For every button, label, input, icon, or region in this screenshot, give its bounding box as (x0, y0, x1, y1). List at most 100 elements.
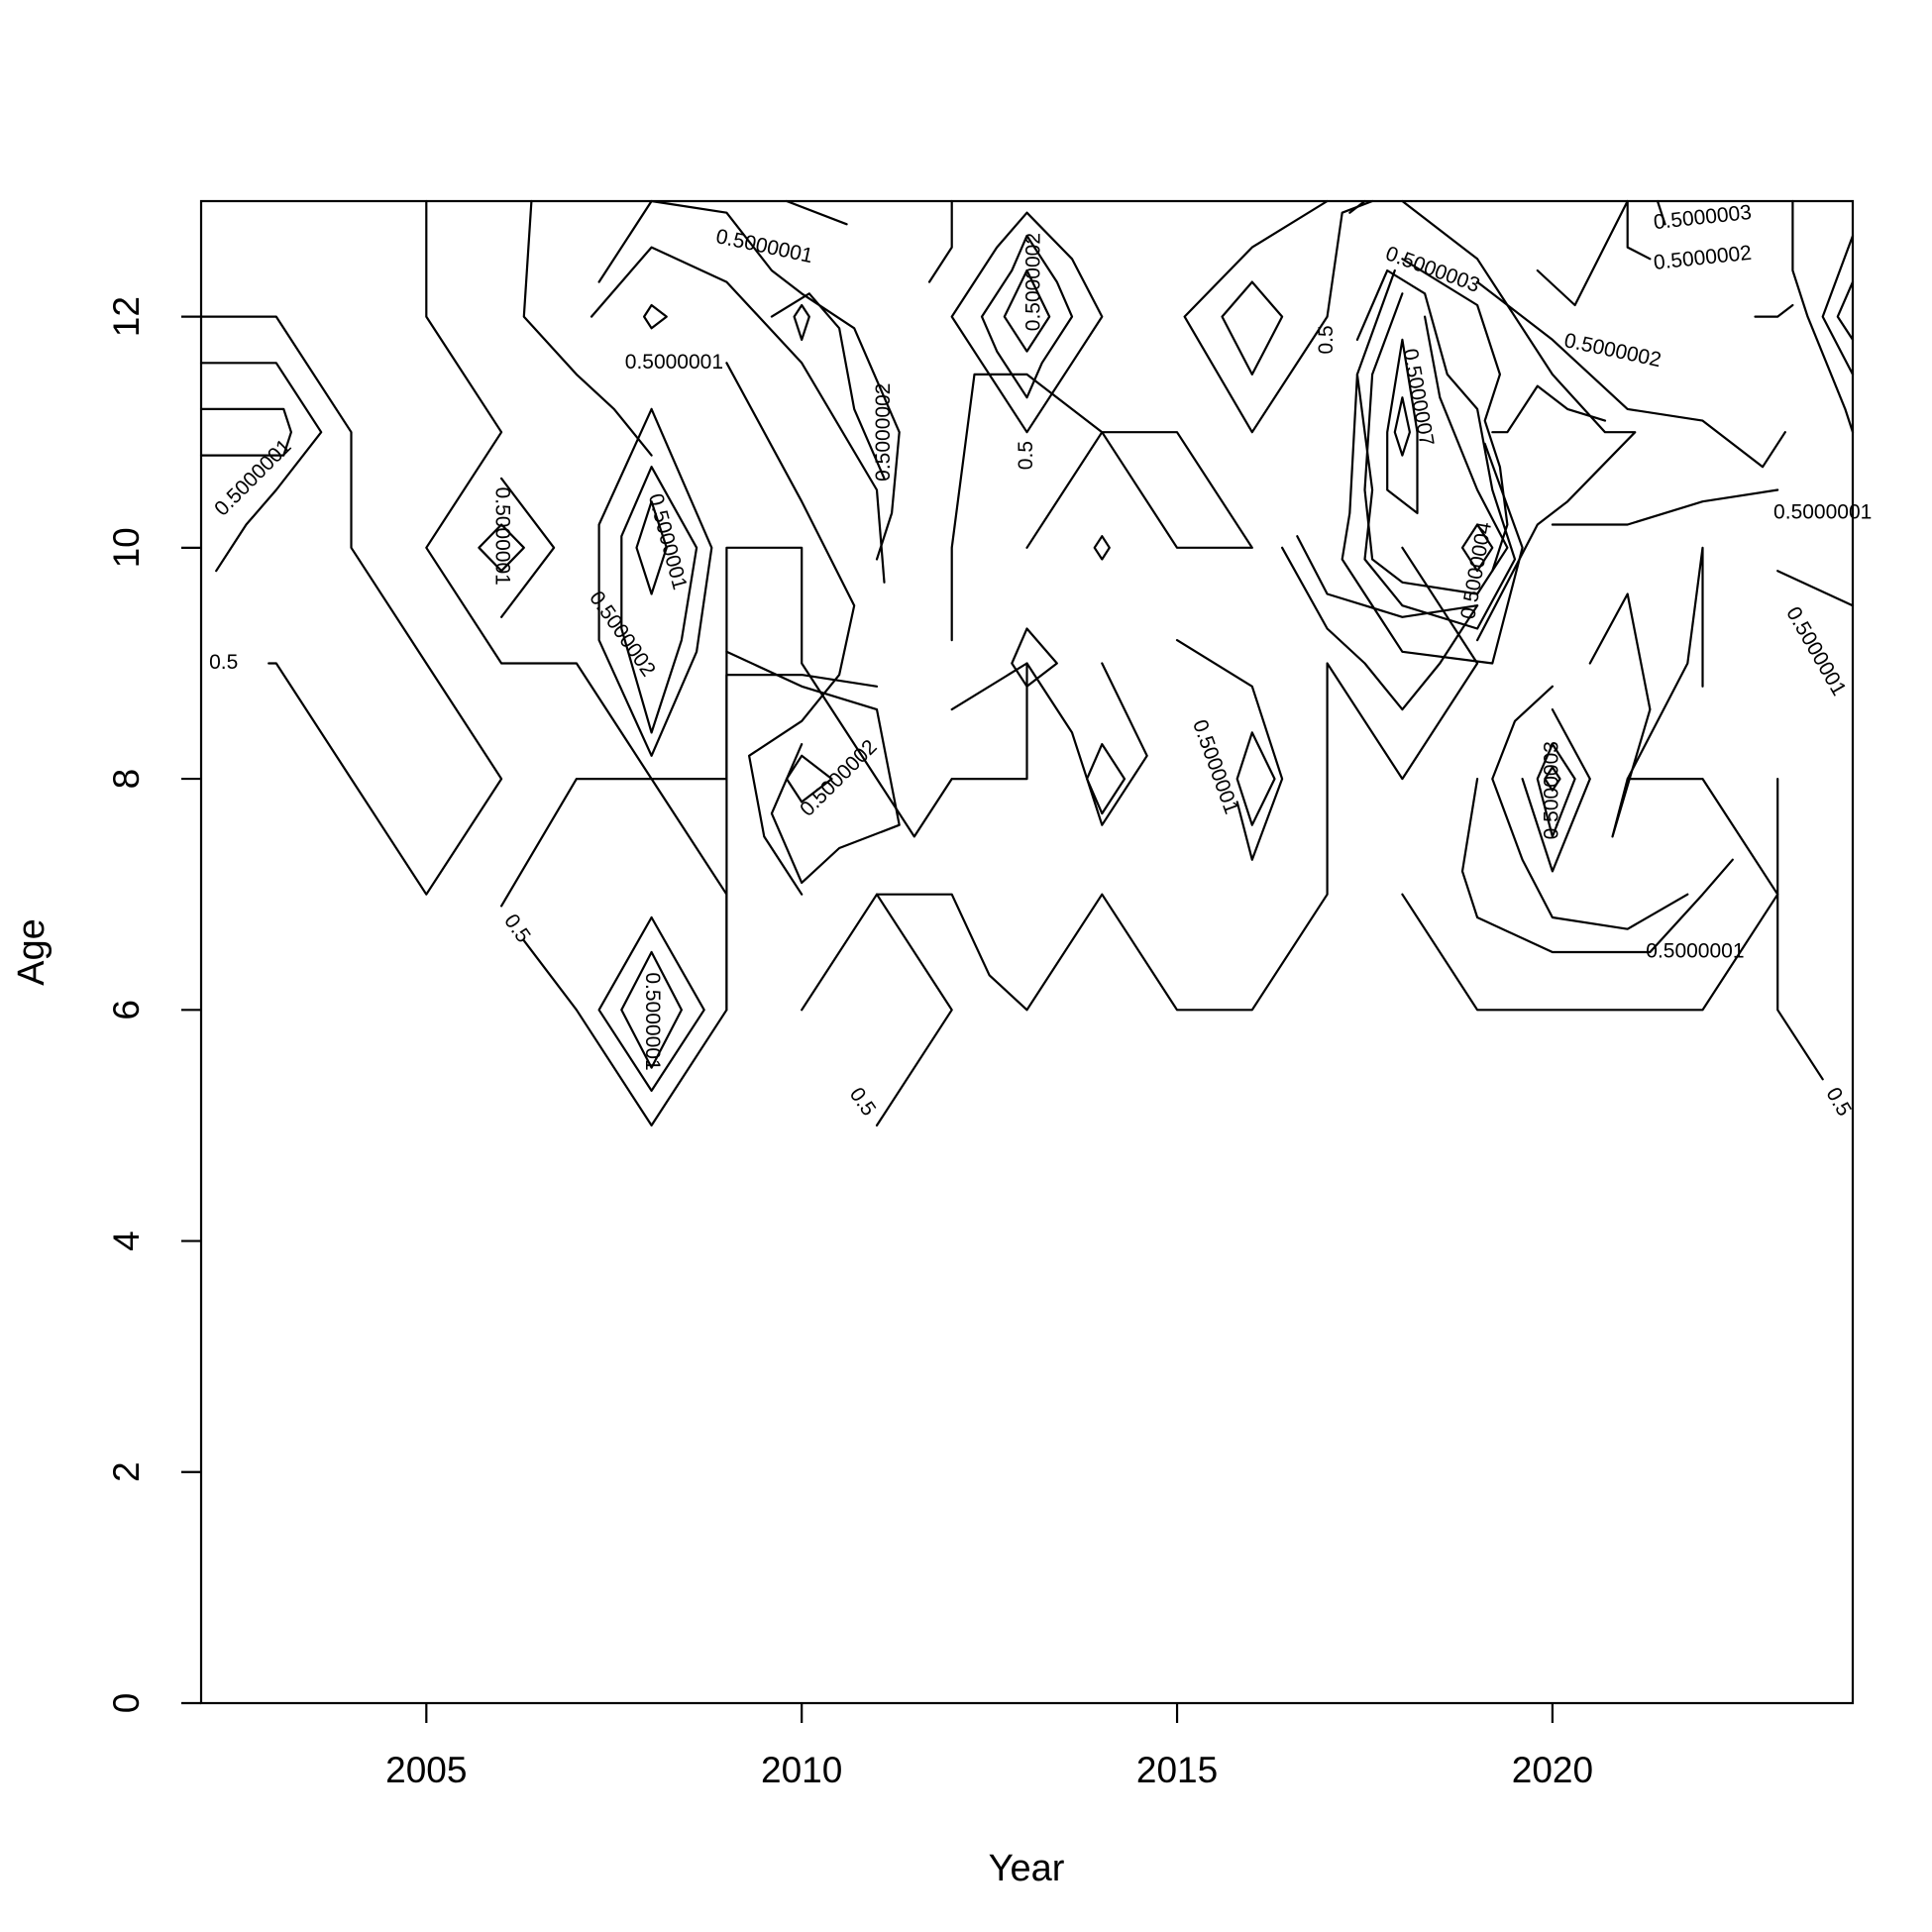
contour-label: 0.5000002 (1562, 329, 1664, 372)
contour-line (642, 303, 668, 330)
contour-line (1626, 199, 1652, 261)
contour-line (950, 211, 1104, 434)
plot-frame (199, 199, 1855, 1705)
contour-line (1093, 535, 1111, 561)
contour-line (1011, 627, 1058, 688)
contour-label: 0.5 (1821, 1084, 1856, 1121)
y-axis-title: Age (11, 918, 53, 986)
contour-label: 0.5000001 (641, 972, 664, 1070)
contour-line (1544, 766, 1561, 792)
contour-label: 0.5000001 (491, 487, 514, 586)
contour-line (1536, 199, 1629, 307)
contour-label: 0.5000002 (872, 383, 895, 482)
contour-line (199, 315, 503, 896)
contour-label: 0.5000002 (1653, 242, 1753, 274)
contour-line (950, 373, 1253, 642)
contour-line (1460, 523, 1494, 573)
contour-label: 0.5000001 (625, 351, 723, 374)
contour-line (1355, 268, 1517, 630)
y-tick-label: 0 (106, 1693, 147, 1714)
contour-label: 0.5 (845, 1083, 881, 1120)
contour-label: 0.5000003 (1540, 741, 1562, 839)
contour-lines (199, 199, 1855, 1127)
contour-label: 0.5000001 (1646, 940, 1744, 963)
contour-line (500, 477, 556, 618)
contour-line (1003, 268, 1051, 353)
contour-label: 0.5000001 (1773, 500, 1872, 523)
contour-line (1836, 280, 1855, 341)
contour-line (1280, 546, 1479, 711)
contour-line (1626, 546, 1704, 781)
contour-line (1401, 199, 1637, 642)
contour-line (1363, 292, 1509, 595)
contour-line (1536, 742, 1576, 838)
contour-label: 0.5000001 (1188, 716, 1243, 816)
contour-line (590, 246, 886, 584)
contour-line (1791, 199, 1855, 434)
contour-line (1175, 638, 1284, 861)
contour-line (1341, 268, 1524, 665)
contour-line (1348, 199, 1366, 214)
contour-line (478, 523, 525, 573)
contour-line (770, 292, 886, 480)
contour-line (1475, 280, 1786, 469)
contour-line (927, 199, 953, 283)
contour-line (597, 915, 705, 1093)
contour-line (785, 199, 848, 226)
y-tick-label: 8 (106, 769, 147, 790)
contour-line (1521, 707, 1591, 873)
contour-label: 0.5 (1315, 325, 1338, 354)
contour-label: 0.5000001 (210, 435, 295, 520)
contour-label: 0.5 (209, 651, 238, 674)
contour-label: 0.5 (1015, 441, 1037, 470)
contour-line (950, 662, 1148, 826)
contour-line (725, 673, 879, 1012)
contour-line (980, 234, 1074, 399)
contour-line (1491, 384, 1607, 434)
contour-line (199, 362, 323, 573)
y-tick-label: 4 (106, 1231, 147, 1251)
contour-line (1085, 742, 1127, 815)
y-tick-label: 6 (106, 1000, 147, 1020)
contour-line (1401, 258, 1509, 573)
contour-line (597, 407, 713, 757)
contour-labels: 0.5000001 0.5 0.5000001 0.5000001 0.5000002 0… (209, 201, 1872, 1121)
contour-line (725, 362, 856, 896)
contour-line (597, 199, 901, 561)
x-axis: 2005 2010 2015 2020 (385, 1703, 1593, 1790)
contour-label: 0.5 (499, 911, 535, 947)
contour-line (635, 500, 668, 595)
contour-line (1393, 396, 1412, 457)
contour-line (1460, 777, 1734, 954)
y-axis: 0 2 4 6 8 10 12 (106, 296, 201, 1713)
contour-line (500, 777, 728, 1127)
contour-line (1235, 731, 1276, 826)
contour-line (1754, 303, 1794, 318)
y-tick-label: 2 (106, 1461, 147, 1482)
contour-line (785, 754, 833, 804)
contour-line (1776, 570, 1855, 607)
contour-label: 0.5000002 (1022, 233, 1045, 331)
contour-line (425, 199, 1028, 838)
contour-line (1183, 199, 1374, 434)
contour-line (793, 303, 810, 341)
contour-line (1551, 488, 1779, 526)
x-tick-label: 2010 (761, 1750, 842, 1790)
contour-line (1491, 685, 1689, 930)
contour-line (801, 893, 953, 1127)
contour-line (522, 199, 653, 457)
x-axis-title: Year (989, 1848, 1065, 1889)
y-tick-label: 10 (106, 527, 147, 568)
contour-line (199, 407, 292, 457)
contour-label: 0.5000001 (1781, 603, 1851, 699)
contour-line (1776, 777, 1824, 1081)
contour-label: 0.5000007 (1398, 347, 1438, 448)
contour-line (875, 546, 1479, 1012)
contour-label: 0.5000002 (796, 735, 881, 820)
contour-label: 0.5000003 (1653, 201, 1753, 234)
contour-label: 0.5000001 (644, 491, 692, 592)
contour-line (1401, 592, 1779, 1012)
contour-line (1296, 535, 1479, 618)
contour-line (1386, 338, 1419, 515)
